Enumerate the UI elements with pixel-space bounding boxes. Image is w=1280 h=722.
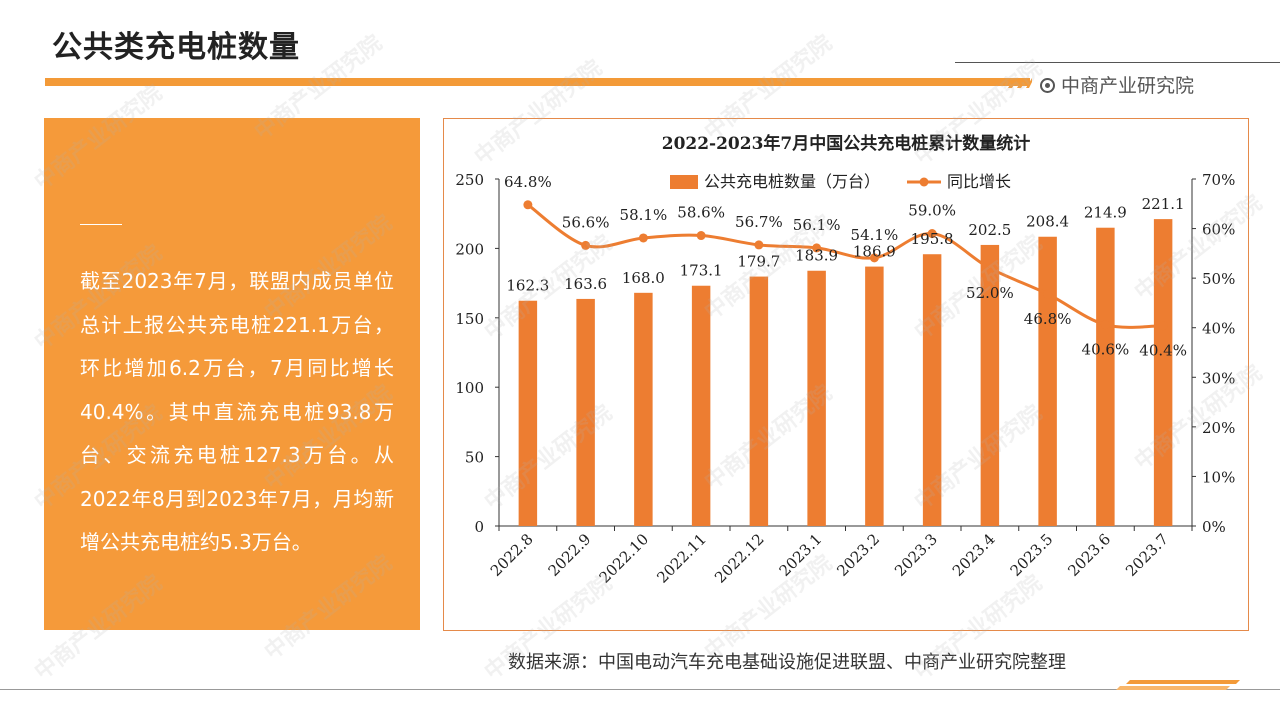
bar [865, 266, 884, 526]
bar [691, 285, 711, 526]
page-title: 公共类充电桩数量 [52, 30, 300, 65]
bar-value-label: 221.1 [1142, 195, 1185, 213]
growth-point [1043, 289, 1053, 299]
bar [980, 244, 1000, 526]
y-right-tick-label: 60% [1202, 221, 1235, 239]
bar-value-label: 179.7 [737, 253, 780, 271]
bar-value-label: 162.3 [506, 277, 549, 295]
chart-frame: 2022-2023年7月中国公共充电桩累计数量统计 0 50 100 150 200 250… [443, 118, 1249, 631]
x-category-label: 2023.1 [776, 530, 826, 580]
growth-point [812, 243, 822, 253]
growth-value-label: 64.8% [504, 173, 552, 191]
x-category-label: 2023.2 [833, 530, 883, 580]
combo-chart: 2022-2023年7月中国公共充电桩累计数量统计 0 50 100 150 200 250… [455, 133, 1235, 587]
bar-value-label: 168.0 [622, 269, 665, 287]
footer-decoration [1116, 680, 1240, 690]
x-category-label: 2023.3 [891, 530, 941, 580]
bar-value-label: 195.8 [911, 230, 954, 248]
y-left-tick-label: 0 [474, 518, 484, 536]
title-accent-bar [45, 78, 1030, 86]
bar [749, 276, 769, 526]
y-right-tick-label: 20% [1202, 419, 1235, 437]
growth-value-label: 56.7% [735, 213, 783, 231]
bar-value-label: 163.6 [564, 275, 607, 293]
x-category-label: 2022.12 [711, 530, 768, 587]
bar [1038, 236, 1057, 527]
growth-point [696, 231, 706, 241]
brand-logo: 中商产业研究院 [1040, 71, 1194, 98]
bar [1153, 219, 1173, 526]
growth-point [869, 253, 879, 263]
x-category-label: 2023.7 [1122, 530, 1172, 580]
bar-value-label: 173.1 [680, 262, 723, 280]
bar-value-label: 186.9 [853, 243, 896, 261]
bar [807, 270, 826, 526]
y-left-tick-label: 50 [465, 449, 484, 467]
growth-value-label: 40.6% [1082, 341, 1130, 359]
y-right-tick-label: 50% [1202, 270, 1235, 288]
x-category-label: 2022.11 [653, 530, 710, 587]
legend-bar-swatch [670, 175, 698, 189]
legend-line-marker [919, 177, 929, 187]
bar-value-label: 214.9 [1084, 204, 1127, 222]
bar-value-label: 183.9 [795, 247, 838, 265]
growth-point [638, 233, 648, 243]
growth-point [581, 240, 591, 250]
y-left-tick-label: 250 [455, 171, 484, 189]
bar [922, 254, 942, 526]
header-rule [955, 62, 1280, 63]
source-note: 数据来源：中国电动汽车充电基础设施促进联盟、中商产业研究院整理 [508, 652, 1066, 673]
y-right-tick-label: 10% [1202, 468, 1235, 486]
x-category-label: 2022.9 [545, 530, 595, 580]
x-category-label: 2023.6 [1064, 530, 1114, 580]
legend-bar-label: 公共充电桩数量（万台） [704, 172, 880, 191]
growth-point [985, 263, 995, 273]
growth-value-label: 58.6% [677, 204, 725, 222]
growth-point [927, 229, 937, 239]
bar [518, 300, 538, 526]
brand-circle-icon [1040, 78, 1055, 93]
bar-value-label: 202.5 [968, 221, 1011, 239]
growth-value-label: 58.1% [620, 206, 668, 224]
growth-value-label: 54.1% [851, 226, 899, 244]
y-right-tick-label: 40% [1202, 320, 1235, 338]
y-right-tick-label: 70% [1202, 171, 1235, 189]
bar [576, 298, 595, 526]
info-panel: 截至2023年7月，联盟内成员单位总计上报公共充电桩221.1万台，环比增加6.… [44, 118, 420, 630]
x-category-label: 2022.8 [487, 530, 537, 580]
x-category-label: 2023.4 [949, 530, 999, 580]
growth-value-label: 46.8% [1024, 310, 1072, 328]
chart-title: 2022-2023年7月中国公共充电桩累计数量统计 [662, 133, 1031, 154]
growth-point [1158, 321, 1168, 331]
growth-value-label: 59.0% [908, 202, 956, 220]
y-right-tick-label: 30% [1202, 369, 1235, 387]
footer-rule [0, 689, 1280, 690]
growth-value-label: 40.4% [1139, 342, 1187, 360]
y-left-tick-label: 200 [455, 240, 484, 258]
y-left-tick-label: 100 [455, 379, 484, 397]
brand-name: 中商产业研究院 [1061, 75, 1195, 97]
growth-point [754, 240, 764, 250]
y-right-tick-label: 0% [1202, 518, 1226, 536]
growth-line [526, 203, 1164, 329]
growth-value-label: 56.6% [562, 213, 610, 231]
bar-value-label: 208.4 [1026, 213, 1069, 231]
bar [634, 292, 653, 526]
info-text: 截至2023年7月，联盟内成员单位总计上报公共充电桩221.1万台，环比增加6.… [80, 269, 394, 554]
growth-value-label: 56.1% [793, 216, 841, 234]
slash-decoration [1008, 78, 1032, 88]
bar [1096, 227, 1115, 526]
growth-point [523, 200, 533, 210]
y-left-tick-label: 150 [455, 310, 484, 328]
x-category-label: 2022.10 [596, 530, 653, 587]
growth-point [1100, 320, 1110, 330]
x-category-label: 2023.5 [1007, 530, 1057, 580]
info-divider [80, 224, 122, 225]
growth-value-label: 52.0% [966, 284, 1014, 302]
legend-line-label: 同比增长 [947, 172, 1011, 191]
